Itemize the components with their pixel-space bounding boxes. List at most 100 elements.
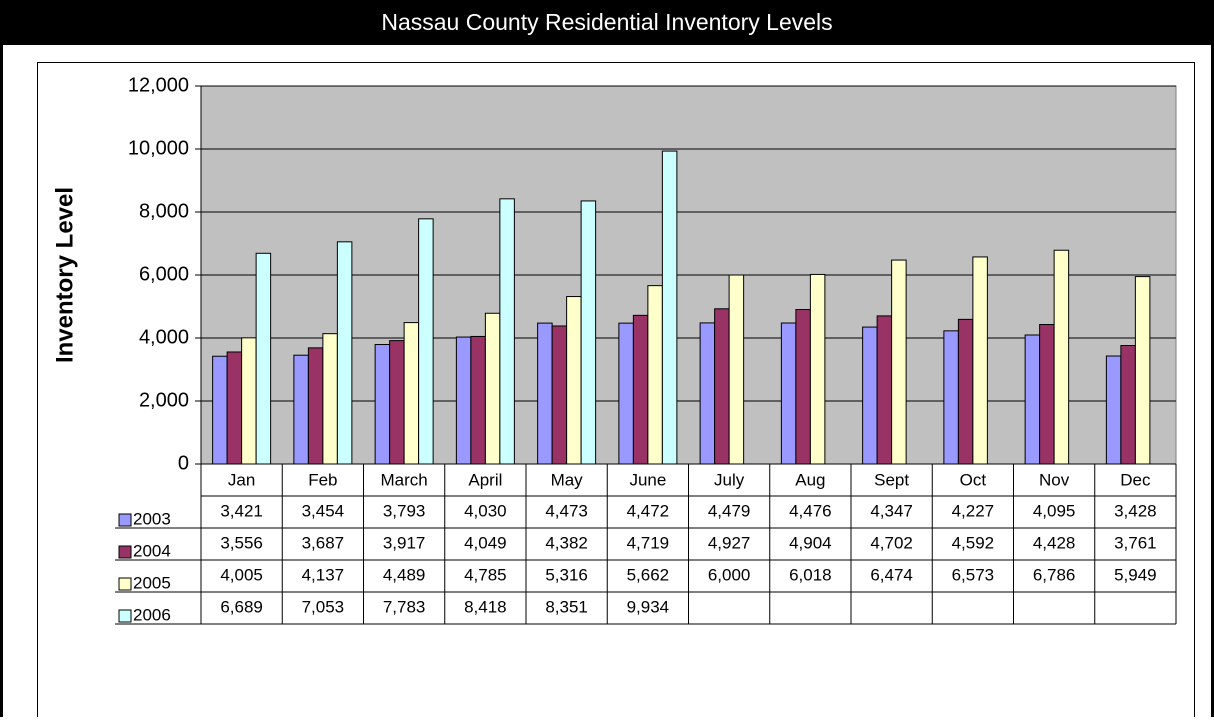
table-value: 3,917 [383, 533, 426, 552]
table-value: 4,904 [789, 533, 832, 552]
table-value: 4,472 [627, 501, 670, 520]
bar [1120, 345, 1136, 465]
bar [943, 330, 959, 465]
legend-label: 2005 [133, 573, 171, 592]
table-value: 4,473 [545, 501, 588, 520]
table-value: 6,018 [789, 565, 832, 584]
legend-label: 2003 [133, 509, 171, 528]
bar [499, 198, 515, 465]
bar [484, 312, 501, 465]
bar [470, 335, 486, 465]
table-value: 4,476 [789, 501, 832, 520]
bar [307, 347, 324, 465]
y-tick-label: 2,000 [139, 389, 189, 411]
table-value: 3,454 [302, 501, 345, 520]
table-value: 4,137 [302, 565, 345, 584]
x-tick-label: Oct [960, 470, 987, 489]
y-tick-label: 6,000 [139, 263, 189, 285]
bar [809, 273, 826, 465]
table-value: 6,573 [952, 565, 995, 584]
table-value: 7,783 [383, 597, 426, 616]
bar [241, 337, 257, 465]
bar [255, 252, 272, 465]
legend-label: 2004 [133, 541, 171, 560]
x-tick-label: June [629, 470, 666, 489]
legend-key [118, 609, 132, 623]
bar [618, 322, 634, 465]
table-value: 6,000 [708, 565, 751, 584]
x-tick-label: Sept [874, 470, 909, 489]
y-tick-label: 12,000 [128, 74, 189, 96]
bar [322, 333, 338, 465]
x-tick-label: March [381, 470, 428, 489]
table-value: 4,049 [464, 533, 507, 552]
table-value: 3,421 [220, 501, 263, 520]
y-tick-label: 10,000 [128, 137, 189, 159]
bar [972, 256, 988, 465]
bar [728, 274, 745, 465]
table-value: 4,719 [627, 533, 670, 552]
x-tick-label: July [714, 470, 745, 489]
legend-label: 2006 [133, 605, 171, 624]
bar [293, 354, 309, 465]
y-tick-label: 8,000 [139, 200, 189, 222]
bar [795, 309, 811, 465]
y-tick-label: 4,000 [139, 326, 189, 348]
chart-title: Nassau County Residential Inventory Leve… [381, 9, 832, 35]
x-tick-label: Nov [1039, 470, 1070, 489]
table-value: 4,095 [1033, 501, 1076, 520]
table-value: 4,702 [870, 533, 913, 552]
bar [389, 340, 405, 465]
bar [1053, 249, 1070, 465]
bar [537, 322, 553, 465]
table-value: 4,927 [708, 533, 751, 552]
table-value: 4,489 [383, 565, 426, 584]
legend-key [118, 577, 132, 591]
table-value: 3,428 [1114, 501, 1157, 520]
bar [780, 322, 797, 465]
y-axis-title: Inventory Level [51, 187, 78, 363]
table-value: 4,382 [545, 533, 588, 552]
x-tick-label: Jan [228, 470, 255, 489]
bar [891, 259, 907, 465]
bar [1024, 334, 1041, 465]
bar [1039, 324, 1055, 465]
bar [551, 325, 568, 465]
table-value: 4,030 [464, 501, 507, 520]
table-value: 4,005 [220, 565, 263, 584]
table-value: 3,687 [302, 533, 345, 552]
bar [455, 336, 472, 465]
table-value: 8,351 [545, 597, 588, 616]
table-value: 6,689 [220, 597, 263, 616]
bar [566, 296, 582, 465]
bar [876, 315, 893, 465]
table-value: 4,428 [1033, 533, 1076, 552]
bar [212, 355, 228, 465]
bar [226, 351, 243, 465]
table-value: 8,418 [464, 597, 507, 616]
table-value: 4,347 [870, 501, 913, 520]
bar [661, 150, 678, 465]
bar [957, 318, 974, 465]
y-tick-label: 0 [178, 452, 189, 474]
bar [336, 241, 353, 465]
x-tick-label: April [468, 470, 502, 489]
table-value: 4,227 [952, 501, 995, 520]
x-tick-label: Feb [308, 470, 337, 489]
bar [403, 322, 420, 465]
table-value: 6,786 [1033, 565, 1076, 584]
x-tick-label: May [551, 470, 584, 489]
table-value: 3,793 [383, 501, 426, 520]
table-value: 4,479 [708, 501, 751, 520]
x-tick-label: Aug [795, 470, 825, 489]
table-value: 6,474 [870, 565, 913, 584]
table-value: 3,761 [1114, 533, 1157, 552]
table-value: 5,316 [545, 565, 588, 584]
bar [374, 344, 391, 465]
bar [1134, 276, 1151, 465]
bar [862, 326, 878, 465]
x-tick-label: Dec [1120, 470, 1151, 489]
bar [632, 314, 649, 465]
table-value: 9,934 [627, 597, 670, 616]
